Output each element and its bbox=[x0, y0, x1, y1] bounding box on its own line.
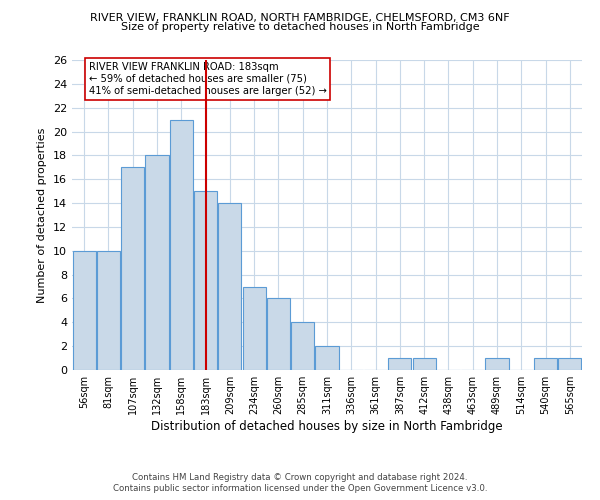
Bar bbox=[559, 358, 581, 370]
Bar bbox=[145, 156, 169, 370]
Text: RIVER VIEW FRANKLIN ROAD: 183sqm
← 59% of detached houses are smaller (75)
41% o: RIVER VIEW FRANKLIN ROAD: 183sqm ← 59% o… bbox=[89, 62, 326, 96]
Bar bbox=[73, 251, 95, 370]
Text: Contains HM Land Registry data © Crown copyright and database right 2024.: Contains HM Land Registry data © Crown c… bbox=[132, 472, 468, 482]
X-axis label: Distribution of detached houses by size in North Fambridge: Distribution of detached houses by size … bbox=[151, 420, 503, 433]
Text: Size of property relative to detached houses in North Fambridge: Size of property relative to detached ho… bbox=[121, 22, 479, 32]
Bar bbox=[170, 120, 193, 370]
Bar bbox=[413, 358, 436, 370]
Text: Contains public sector information licensed under the Open Government Licence v3: Contains public sector information licen… bbox=[113, 484, 487, 493]
Bar bbox=[316, 346, 338, 370]
Bar bbox=[97, 251, 120, 370]
Bar bbox=[242, 286, 266, 370]
Bar bbox=[291, 322, 314, 370]
Text: RIVER VIEW, FRANKLIN ROAD, NORTH FAMBRIDGE, CHELMSFORD, CM3 6NF: RIVER VIEW, FRANKLIN ROAD, NORTH FAMBRID… bbox=[90, 12, 510, 22]
Bar bbox=[121, 168, 144, 370]
Bar bbox=[267, 298, 290, 370]
Bar bbox=[485, 358, 509, 370]
Bar bbox=[534, 358, 557, 370]
Bar bbox=[194, 191, 217, 370]
Bar bbox=[218, 203, 241, 370]
Y-axis label: Number of detached properties: Number of detached properties bbox=[37, 128, 47, 302]
Bar bbox=[388, 358, 412, 370]
